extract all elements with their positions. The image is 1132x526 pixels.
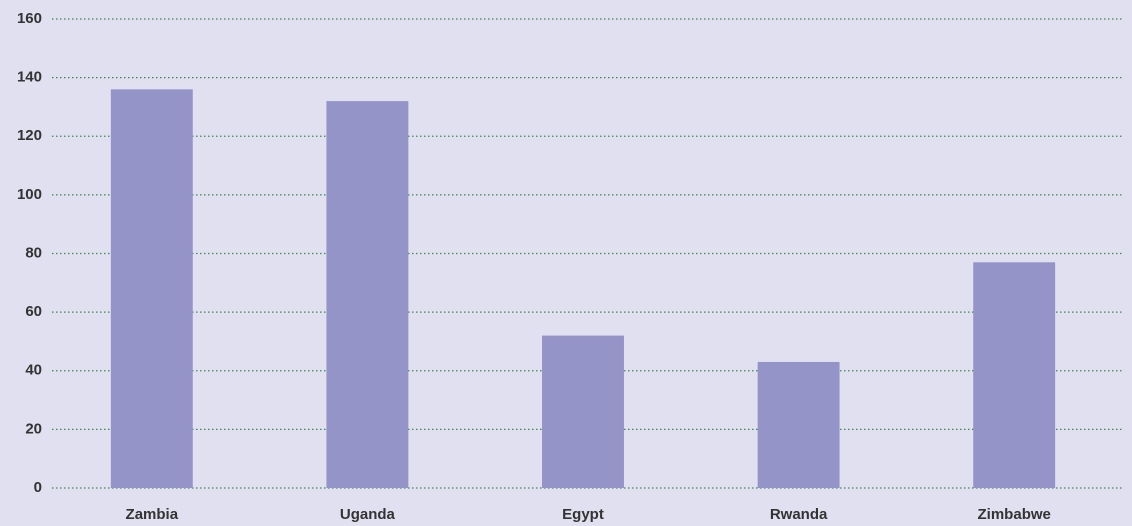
y-tick-label: 20 — [25, 420, 42, 437]
y-tick-label: 100 — [17, 186, 42, 203]
y-tick-label: 160 — [17, 10, 42, 27]
x-tick-label: Uganda — [340, 506, 396, 523]
bar — [326, 101, 409, 488]
y-tick-label: 80 — [25, 244, 42, 261]
bar — [973, 262, 1056, 488]
y-tick-label: 120 — [17, 127, 42, 144]
x-tick-label: Egypt — [562, 506, 604, 523]
bar — [542, 335, 624, 488]
bar — [110, 89, 193, 488]
x-tick-label: Zambia — [126, 506, 179, 523]
y-tick-label: 140 — [17, 69, 42, 86]
x-tick-label: Zimbabwe — [978, 506, 1051, 523]
bar — [757, 361, 840, 488]
y-tick-label: 60 — [25, 303, 42, 320]
y-tick-label: 0 — [34, 479, 42, 496]
x-tick-label: Rwanda — [770, 506, 828, 523]
y-tick-label: 40 — [25, 362, 42, 379]
